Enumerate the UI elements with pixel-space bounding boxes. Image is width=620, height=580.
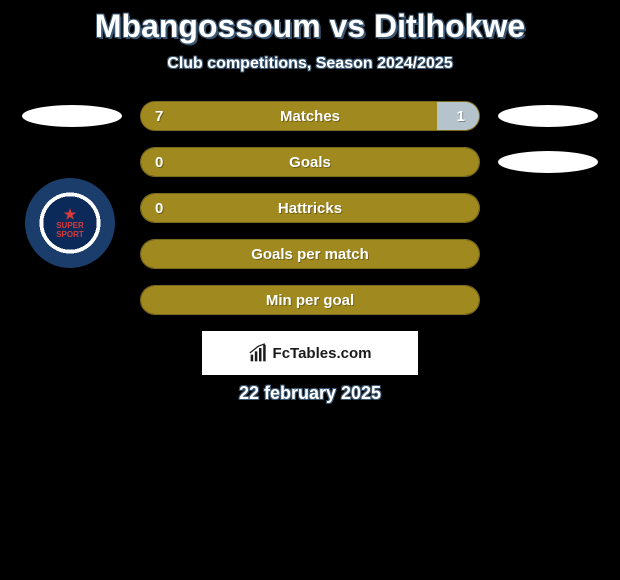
- stat-row: 0Goals: [0, 147, 620, 177]
- crest-line1: SUPER: [56, 221, 84, 230]
- stat-bar: Goals per match: [140, 239, 480, 269]
- page-title: Mbangossoum vs Ditlhokwe: [0, 8, 620, 45]
- crest-line2: SPORT: [56, 230, 84, 239]
- bar-segment-left: 0: [141, 194, 479, 222]
- right-marker-ellipse: [498, 151, 598, 173]
- bar-segment-left: [141, 286, 479, 314]
- stat-bar: 0Goals: [140, 147, 480, 177]
- bar-segment-left: 7: [141, 102, 437, 130]
- stat-row: 71Matches: [0, 101, 620, 131]
- bar-segment-left: 0: [141, 148, 479, 176]
- stat-row: Min per goal: [0, 285, 620, 315]
- bar-left-value: 7: [155, 108, 163, 125]
- subtitle: Club competitions, Season 2024/2025: [0, 55, 620, 73]
- stat-bar: Min per goal: [140, 285, 480, 315]
- bar-right-value: 1: [457, 108, 465, 125]
- stat-bar: 0Hattricks: [140, 193, 480, 223]
- bar-left-value: 0: [155, 154, 163, 171]
- bar-segment-left: [141, 240, 479, 268]
- bar-segment-right: 1: [437, 102, 479, 130]
- right-marker-ellipse: [498, 105, 598, 127]
- stat-bar: 71Matches: [140, 101, 480, 131]
- club-crest-left: ★ SUPER SPORT: [25, 178, 115, 268]
- footer-brand-text: FcTables.com: [273, 345, 372, 362]
- left-marker-ellipse: [22, 105, 122, 127]
- bar-left-value: 0: [155, 200, 163, 217]
- date-label: 22 february 2025: [0, 383, 620, 404]
- chart-icon: [249, 343, 269, 363]
- footer-brand-box: FcTables.com: [202, 331, 418, 375]
- crest-text: ★ SUPER SPORT: [56, 207, 84, 240]
- comparison-infographic: Mbangossoum vs Ditlhokwe Club competitio…: [0, 0, 620, 404]
